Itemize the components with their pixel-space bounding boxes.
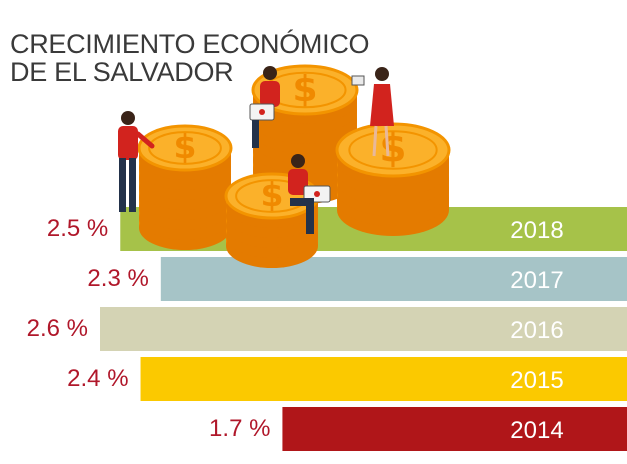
svg-text:$: $	[261, 175, 284, 214]
svg-text:$: $	[174, 127, 197, 166]
bar-2014	[282, 407, 627, 451]
bar-value-label: 2.5 %	[47, 215, 108, 242]
person-icon	[118, 111, 155, 212]
bar-value-label: 2.3 %	[87, 265, 148, 292]
coin-stack-icon: $	[335, 122, 451, 236]
bar-category-label: 2017	[510, 267, 563, 294]
bar-category-label: 2015	[510, 367, 563, 394]
person-icon	[249, 66, 280, 148]
person-icon	[288, 154, 331, 234]
coin-stack-icon: $	[137, 124, 233, 250]
chart-title-line-2: DE EL SALVADOR	[10, 57, 234, 87]
bar-category-label: 2014	[510, 417, 563, 444]
svg-text:$: $	[379, 127, 406, 172]
bar-value-label: 1.7 %	[209, 415, 270, 442]
bar-value-label: 2.6 %	[27, 315, 88, 342]
bar-2016	[100, 307, 627, 351]
person-icon	[351, 67, 394, 157]
svg-text:$: $	[292, 69, 317, 110]
bar-2017	[160, 257, 627, 301]
bars-group: 2018 2.5 % 2017 2.3 % 2016 2.6 % 2015 2.4 % 2014…	[27, 207, 627, 451]
bar-2015	[140, 357, 627, 401]
bar-value-label: 2.4 %	[67, 365, 128, 392]
coin-stack-icon: $	[251, 64, 359, 204]
bar-category-label: 2016	[510, 317, 563, 344]
coins-and-people-illustration: $ $ $ $	[118, 64, 451, 268]
chart-title-line-1: CRECIMIENTO ECONÓMICO	[10, 29, 370, 59]
bar-category-label: 2018	[510, 217, 563, 244]
chart-title: CRECIMIENTO ECONÓMICO DE EL SALVADOR	[10, 30, 370, 86]
